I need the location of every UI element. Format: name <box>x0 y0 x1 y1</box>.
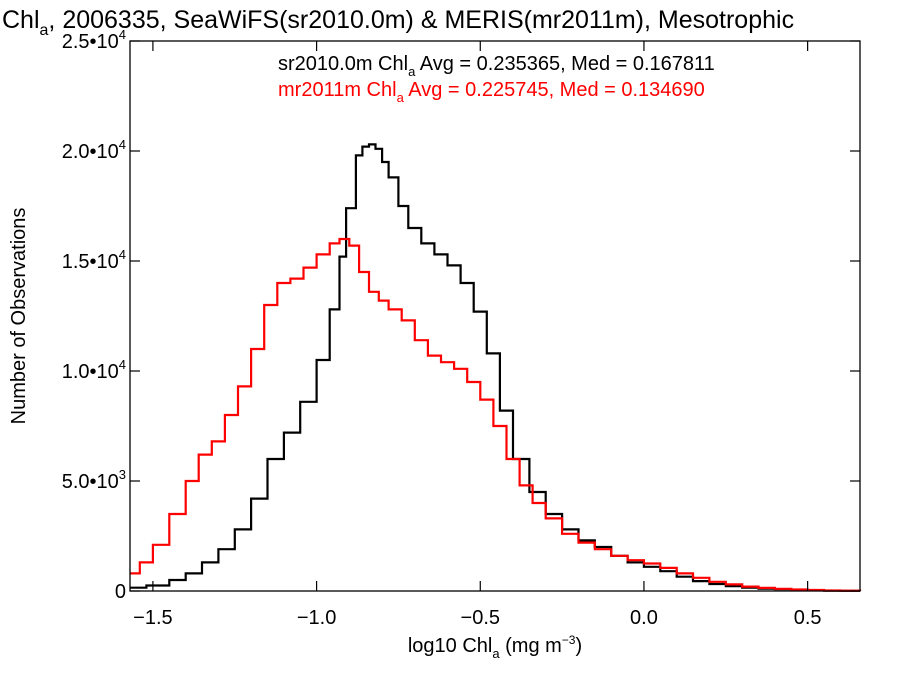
series-line-1 <box>130 237 862 592</box>
x-tick-label: −0.5 <box>461 607 500 629</box>
annotation-mr2011: mr2011m Chla Avg = 0.225745, Med = 0.134… <box>278 79 705 105</box>
x-tick-label: −1.5 <box>133 607 172 629</box>
annotation-sr2010: sr2010.0m Chla Avg = 0.235365, Med = 0.1… <box>278 53 715 79</box>
x-tick-label: 0.0 <box>630 607 658 629</box>
y-axis-label: Number of Observations <box>8 208 30 425</box>
series-layer <box>130 143 862 592</box>
y-tick-label: 0 <box>115 581 126 603</box>
y-tick-label: 1.0•104 <box>62 357 126 383</box>
chart-title: Chla, 2006335, SeaWiFS(sr2010.0m) & MERI… <box>2 6 794 39</box>
x-axis-label: log10 Chla (mg m−3) <box>408 633 582 661</box>
series-line-0 <box>130 143 862 592</box>
x-ticks: −1.5 −1.0 −0.5 0.0 0.5 <box>133 41 822 629</box>
y-tick-label: 5.0•103 <box>62 467 126 493</box>
y-tick-label: 2.0•104 <box>62 137 126 163</box>
y-tick-label: 2.5•104 <box>62 27 126 53</box>
plot-frame <box>129 40 861 592</box>
x-tick-label: −1.0 <box>297 607 336 629</box>
y-tick-label: 1.5•104 <box>62 247 126 273</box>
y-ticks: 0 5.0•103 1.0•104 1.5•104 2.0•104 2.5•104 <box>62 27 860 603</box>
x-tick-label: 0.5 <box>794 607 822 629</box>
